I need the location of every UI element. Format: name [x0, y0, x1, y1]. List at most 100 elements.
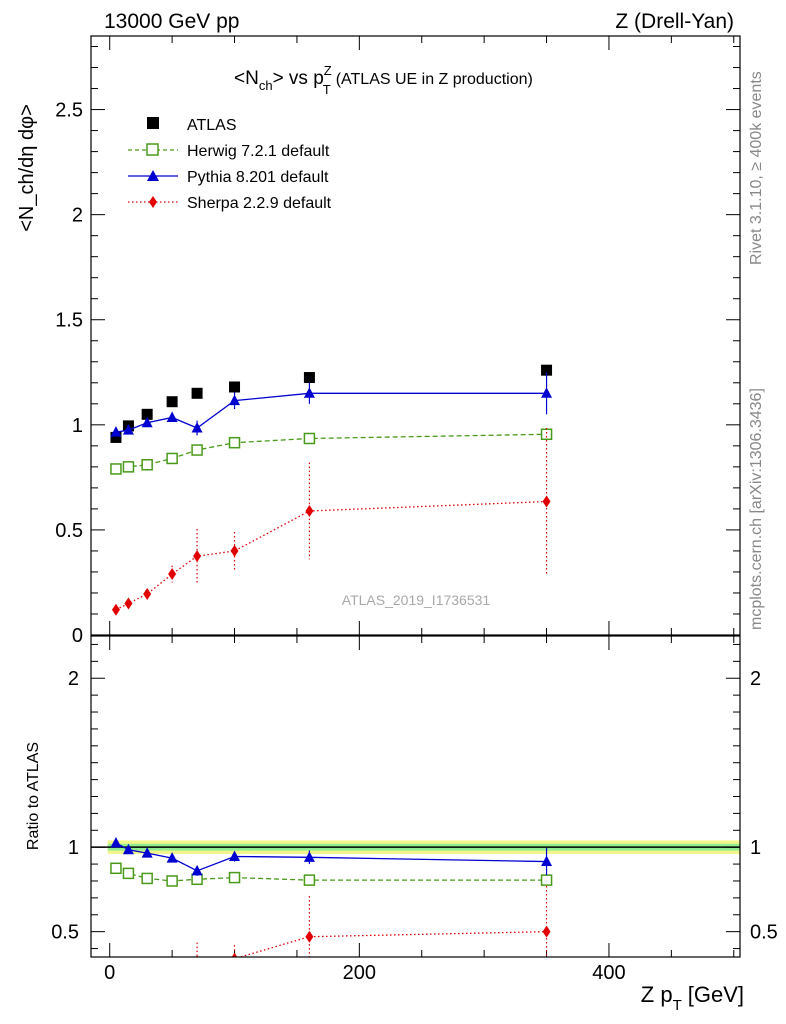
main-pythia-series — [110, 372, 553, 437]
ratio-sherpa-line — [237, 931, 547, 957]
main-sherpa-marker-2 — [143, 588, 152, 601]
ratio-sherpa-marker-3 — [168, 966, 176, 978]
ratio-xtick-label-0: 0 — [104, 962, 115, 984]
ratio-frame — [90, 635, 741, 958]
main-pythia-marker-6 — [303, 387, 315, 398]
ratio-pythia-marker-0 — [110, 836, 122, 848]
ratio-sherpa-series — [112, 886, 551, 1000]
main-atlas-marker-0 — [110, 431, 122, 443]
main-ytick-label-3: 1.5 — [55, 310, 83, 332]
legend-label-pythia: Pythia 8.201 default — [187, 169, 329, 186]
main-atlas-marker-4 — [191, 387, 203, 399]
main-herwig-marker-3 — [166, 452, 178, 465]
main-ytick-label-5: 2.5 — [55, 100, 83, 122]
ratio-sherpa-marker-6 — [305, 930, 314, 943]
main-herwig-marker-2 — [141, 459, 153, 471]
source-label: mcplots.cern.ch [arXiv:1306.3436] — [748, 388, 765, 630]
main-atlas-marker-2 — [141, 408, 153, 420]
ratio-herwig-marker-6 — [303, 874, 316, 886]
main-sherpa-marker-0 — [111, 603, 120, 616]
ratio-ytick-label-2: 2 — [68, 668, 79, 690]
main-ytick-label-4: 2 — [72, 205, 83, 227]
legend-label-atlas: ATLAS — [187, 117, 237, 134]
header-right: Z (Drell-Yan) — [615, 10, 734, 33]
main-herwig-series — [110, 428, 553, 475]
main-herwig-marker-6 — [303, 432, 316, 445]
ratio-herwig-marker-2 — [141, 872, 153, 885]
ratio-panel: 0.5 0.5 1 1 2 2 0 200 400 Ratio to ATLAS Z pT [Ge… — [25, 635, 778, 1014]
ratio-herwig-marker-1 — [122, 867, 135, 880]
xlabel-main: Z p — [641, 982, 673, 1007]
ratio-pythia-marker-6 — [303, 851, 315, 862]
ratio-ytick-label-1: 1 — [68, 837, 79, 859]
xlabel-sub: T — [673, 997, 682, 1014]
legend-label-sherpa: Sherpa 2.2.9 default — [187, 195, 332, 212]
ratio-sherpa-marker-1 — [124, 985, 132, 997]
ratio-herwig-marker-5 — [228, 871, 241, 884]
main-pythia-marker-3 — [166, 411, 178, 422]
header-left: 13000 GeV pp — [104, 10, 239, 33]
main-frame — [90, 35, 741, 636]
main-pythia-marker-5 — [229, 394, 241, 406]
main-herwig-marker-7 — [540, 428, 553, 441]
ratio-ytick-label-right-2: 2 — [750, 668, 761, 690]
main-pythia-marker-2 — [141, 416, 153, 428]
ratio-xlabel: Z pT [GeV] — [641, 982, 744, 1014]
ratio-pythia-marker-4 — [191, 864, 203, 876]
main-atlas-marker-5 — [229, 381, 241, 393]
legend-marker-sherpa — [149, 196, 157, 208]
ratio-axis-ticks: 0.5 0.5 1 1 2 2 0 200 400 — [51, 636, 778, 984]
ratio-herwig-marker-0 — [110, 862, 122, 875]
title-main: <N — [234, 68, 259, 89]
ratio-pythia-marker-7 — [541, 855, 553, 867]
ratio-ytick-label-right-1: 1 — [750, 837, 761, 859]
main-atlas-series — [110, 364, 553, 443]
ratio-sherpa-marker-5 — [231, 952, 238, 957]
main-title: <Nch> vs pZ T (ATLAS UE in Z production) — [234, 63, 533, 97]
title-vs: > vs p — [273, 68, 324, 89]
main-pythia-marker-1 — [122, 424, 134, 435]
xlabel-tail: [GeV] — [688, 982, 744, 1007]
ratio-xtick-label-1: 200 — [343, 962, 376, 984]
ratio-pythia-series — [110, 836, 553, 876]
main-sherpa-series — [111, 427, 551, 616]
ratio-pythia-marker-3 — [166, 852, 178, 863]
main-atlas-marker-3 — [166, 396, 178, 408]
ratio-herwig-line — [115, 867, 547, 882]
main-pythia-marker-0 — [110, 426, 122, 437]
main-sherpa-marker-4 — [193, 550, 202, 563]
main-sherpa-line — [115, 500, 547, 611]
main-sherpa-marker-3 — [168, 568, 177, 581]
title-main-sub: ch — [259, 78, 273, 93]
main-sherpa-marker-7 — [542, 495, 551, 508]
ratio-pythia-marker-1 — [122, 843, 134, 855]
ratio-herwig-series — [110, 862, 553, 887]
main-ylabel: <N_ch/dη dφ> — [16, 104, 38, 232]
legend: ATLAS Herwig 7.2.1 default Pythia 8.201 … — [128, 117, 332, 212]
legend-label-herwig: Herwig 7.2.1 default — [187, 143, 330, 160]
main-panel: 0 0.5 1 1.5 2 2.5 <Nch> vs pZ T (ATLAS UE in Z … — [16, 35, 741, 647]
title-tail: (ATLAS UE in Z production) — [336, 71, 533, 88]
main-atlas-marker-7 — [541, 364, 553, 376]
main-sherpa-marker-1 — [124, 597, 133, 610]
title-sup: Z — [324, 63, 332, 78]
main-pythia-marker-4 — [191, 421, 203, 433]
ratio-sherpa-marker-0 — [112, 988, 120, 1000]
legend-marker-atlas — [147, 117, 159, 129]
ratio-band — [91, 840, 740, 854]
main-ytick-label-1: 0.5 — [55, 520, 83, 542]
main-ytick-label-2: 1 — [72, 415, 83, 437]
main-herwig-marker-0 — [110, 463, 122, 475]
legend-marker-pythia — [147, 170, 159, 181]
ratio-ytick-label-right-0: 0.5 — [750, 922, 778, 944]
ratio-sherpa-marker-7 — [542, 925, 551, 938]
ratio-herwig-marker-7 — [540, 874, 553, 886]
rivet-version-label: Rivet 3.1.10, ≥ 400k events — [748, 71, 765, 265]
title-sub: T — [323, 82, 331, 97]
main-herwig-marker-5 — [228, 436, 241, 449]
main-sherpa-marker-5 — [230, 544, 239, 557]
watermark-label: ATLAS_2019_I1736531 — [342, 592, 491, 608]
main-sherpa-marker-6 — [305, 504, 314, 517]
ratio-sherpa-marker-2 — [143, 979, 151, 991]
